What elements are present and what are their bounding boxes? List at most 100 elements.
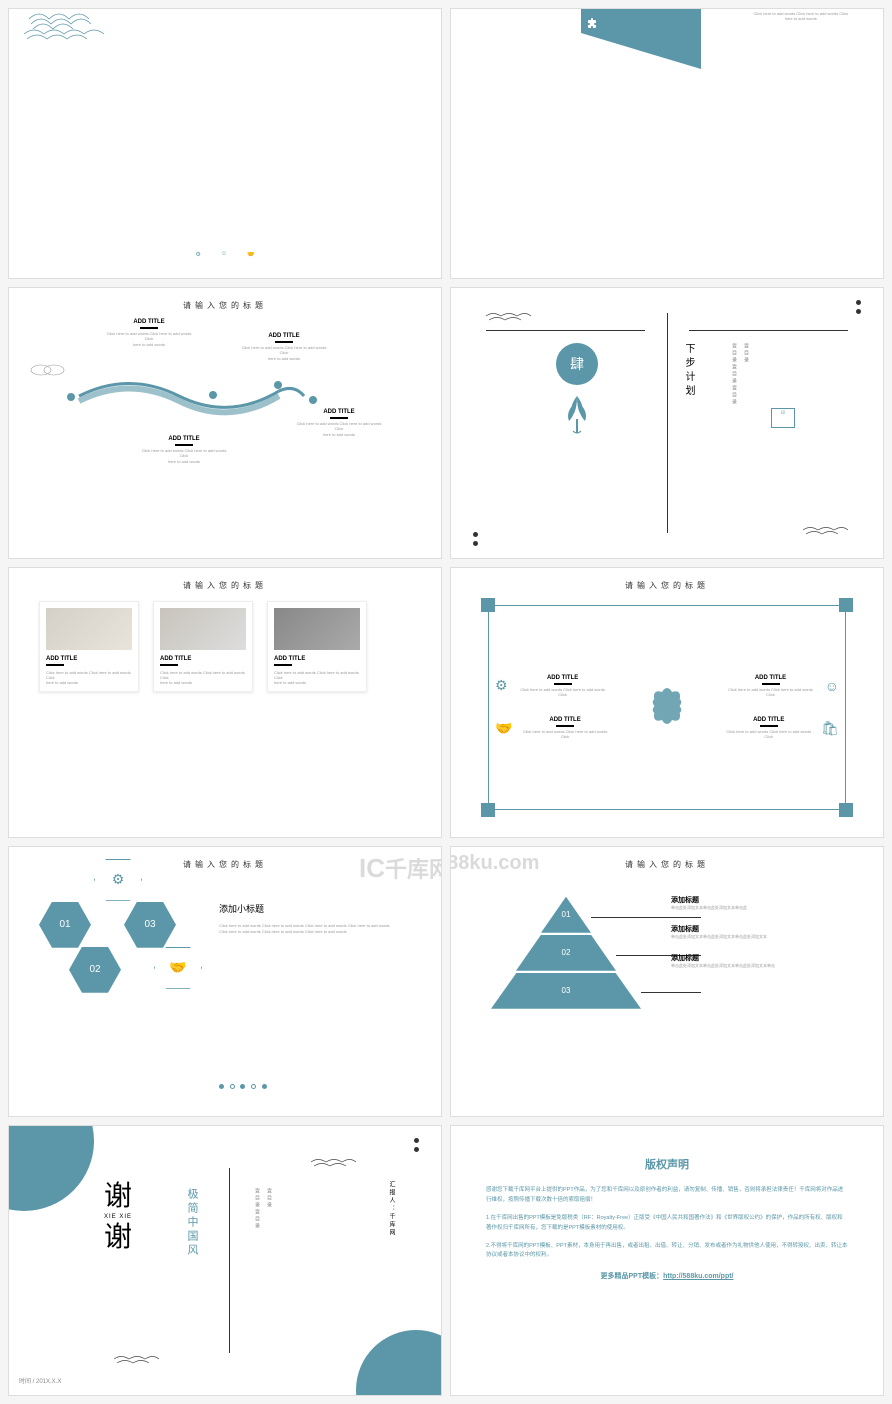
dot-icon: [219, 1084, 224, 1089]
head-icon: ☺: [221, 251, 227, 258]
bag-icon: 🛍: [821, 720, 839, 737]
seal-stamp: 印: [771, 408, 795, 428]
body-text-2: here to add words: [754, 16, 848, 21]
text-block: 添加小标题 Click here to add words Click here…: [219, 902, 399, 936]
item-body: 单击此处添加文本单击此处添加文本单击此: [671, 905, 851, 910]
title-underline: [330, 417, 348, 419]
title-underline: [275, 341, 293, 343]
item-body: 单击此处添加文本单击此处添加文本单击此处添加文本: [671, 934, 851, 939]
node-title: ADD TITLE: [104, 319, 194, 325]
flow-curve: [69, 366, 309, 426]
dot-icon: [251, 1084, 256, 1089]
thanks-char-2: 谢: [104, 1222, 132, 1253]
sub-vertical-1: 壹目录壹目录壹目录: [731, 343, 738, 406]
title-underline: [792, 8, 810, 9]
flow-node: ADD TITLE Click here to add words Click …: [239, 333, 329, 361]
dot-icon: [240, 1084, 245, 1089]
gear-icon: ⚙: [195, 251, 200, 258]
link-url[interactable]: http://588ku.com/ppt/: [663, 1273, 733, 1280]
slide-9: 谢 XIE XIE 谢 极简中国风 壹目录壹目录 壹目录 汇报人：千库网 时间 …: [8, 1125, 442, 1396]
h-line-right: [689, 330, 848, 331]
sub-vertical-2: 壹目录: [743, 343, 750, 364]
copyright-title: 版权声明: [486, 1156, 848, 1172]
cloud-icon-left: [29, 361, 69, 379]
title-underline: [46, 664, 64, 666]
item-title: 添加标题: [671, 953, 851, 963]
title-underline: [274, 664, 292, 666]
card-text: here to add words: [160, 680, 246, 685]
node-text: Click here to add words Click here to ad…: [139, 448, 229, 458]
left-column: ⚙ ADD TITLE Click here to add words Clic…: [495, 675, 610, 740]
item-text: Click here to add words Click here to ad…: [724, 687, 816, 697]
cloud-decoration: [19, 8, 139, 49]
watermark-logo: IC: [359, 853, 385, 883]
circle-decoration: [8, 1125, 94, 1211]
card-image: [274, 608, 360, 650]
slide-2: ADD TITLE Click here to add words Click …: [450, 8, 884, 279]
number-circle: 肆: [556, 343, 598, 385]
flow-node: ADD TITLE Click here to add words Click …: [294, 409, 384, 437]
vertical-divider: [229, 1168, 230, 1353]
list-item: 添加标题 单击此处添加文本单击此处添加文本单击此: [671, 895, 851, 910]
node-text: here to add words: [139, 459, 229, 464]
slide-5: 请输入您的标题 ADD TITLE Click here to add word…: [8, 567, 442, 838]
h-line-left: [486, 330, 645, 331]
heading-vertical: 下步计划: [681, 343, 696, 399]
frame-content: ⚙ ADD TITLE Click here to add words Clic…: [495, 612, 839, 803]
card-title: ADD TITLE: [160, 656, 246, 662]
hex-number: 03: [144, 919, 155, 930]
node-title: ADD TITLE: [239, 333, 329, 339]
node-text: Click here to add words Click here to ad…: [239, 345, 329, 355]
lotus-icon: [557, 391, 597, 441]
item-title: ADD TITLE: [724, 675, 816, 681]
node-text: here to add words: [239, 356, 329, 361]
hexagon: 03: [124, 902, 176, 948]
right-column: ADD TITLE Click here to add words Click …: [724, 675, 839, 740]
node-text: Click here to add words Click here to ad…: [294, 421, 384, 431]
slide-grid: ⚙ ☺ 🤝 ADD TITLE Click here to add words …: [8, 8, 884, 1396]
section-badge: 肆: [556, 343, 598, 443]
slide-title: 请输入您的标题: [9, 288, 441, 311]
date-label: 时间 / 201X.X.X: [19, 1376, 61, 1385]
pyramid-level: 01: [541, 897, 591, 933]
slide-1: ⚙ ☺ 🤝: [8, 8, 442, 279]
content-item: ADD TITLE Click here to add words Click …: [724, 675, 839, 697]
content-item: ADD TITLE Click here to add words Click …: [724, 717, 839, 739]
card-image: [160, 608, 246, 650]
card-text: here to add words: [274, 680, 360, 685]
item-title: 添加标题: [671, 895, 851, 905]
level-label: 03: [562, 986, 571, 995]
corner-dots: [414, 1138, 419, 1152]
corner-dots: [473, 532, 478, 546]
slide-title: 请输入您的标题: [451, 568, 883, 591]
copyright-p1: 感谢您下载千库网平台上提供的PPT作品，为了您和千库网以及原创作者的利益，请勿复…: [486, 1186, 848, 1206]
gear-icon: ⚙: [495, 677, 508, 694]
content-item: 🤝 ADD TITLE Click here to add words Clic…: [495, 717, 610, 739]
title-underline: [556, 725, 574, 727]
dot-icon: [262, 1084, 267, 1089]
title-underline: [554, 683, 572, 685]
slide-7: 请输入您的标题 IC千库网 01 02 03 ⚙ 🤝 添加小标题 Click h…: [8, 846, 442, 1117]
card-text: Click here to add words Click here to ad…: [46, 670, 132, 680]
flow-node: ADD TITLE Click here to add words Click …: [139, 436, 229, 464]
corner-dots: [856, 300, 861, 314]
item-text: Click here to add words Click here to ad…: [724, 729, 813, 739]
sub-vertical: 壹目录壹目录: [254, 1188, 261, 1230]
node-text: here to add words: [104, 342, 194, 347]
cloud-deco: [306, 1154, 361, 1170]
watermark-text: 千库网: [385, 857, 442, 882]
slide-6: 请输入您的标题 ⚙ ADD TITLE Click here to add wo…: [450, 567, 884, 838]
copyright-p2: 1.在千库网出售的PPT模板是免版税类（RF：Royalty-Free）正版受《…: [486, 1214, 848, 1234]
item-list: 添加标题 单击此处添加文本单击此处添加文本单击此 添加标题 单击此处添加文本单击…: [671, 895, 851, 983]
card-title: ADD TITLE: [46, 656, 132, 662]
vertical-divider: [667, 313, 668, 532]
node-text: here to add words: [294, 432, 384, 437]
item-body: 单击此处添加文本单击此处添加文本单击此处添加文本单击: [671, 963, 851, 968]
slide-4: 肆 下步计划 壹目录壹目录壹目录 壹目录 印: [450, 287, 884, 558]
thanks-char-1: 谢: [104, 1181, 132, 1212]
cloud-deco-br: [798, 522, 853, 538]
handshake-icon: 🤝: [495, 720, 512, 737]
framed-content: ⚙ ADD TITLE Click here to add words Clic…: [481, 598, 853, 817]
item-title: ADD TITLE: [724, 717, 813, 723]
item-text: Click here to add words Click here to ad…: [516, 687, 610, 697]
